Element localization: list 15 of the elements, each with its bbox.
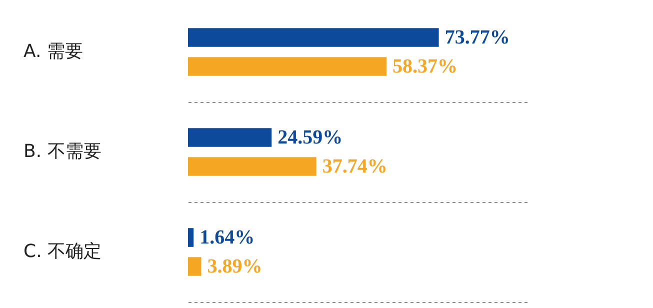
data-label: 1.64% [200, 226, 255, 249]
bar [188, 128, 272, 147]
y-tick-label: C. 不确定 [24, 241, 102, 262]
bar [188, 157, 316, 176]
data-label: 73.77% [444, 26, 510, 49]
data-label: 58.37% [392, 55, 458, 78]
bar [188, 28, 439, 47]
data-label: 3.89% [207, 255, 262, 278]
bar [188, 257, 202, 276]
bar [188, 228, 194, 247]
y-tick-label: B. 不需要 [24, 141, 102, 162]
data-label: 24.59% [278, 126, 343, 149]
bar [188, 57, 386, 76]
y-tick-label: A. 需要 [24, 41, 83, 62]
data-label: 37.74% [322, 155, 388, 178]
